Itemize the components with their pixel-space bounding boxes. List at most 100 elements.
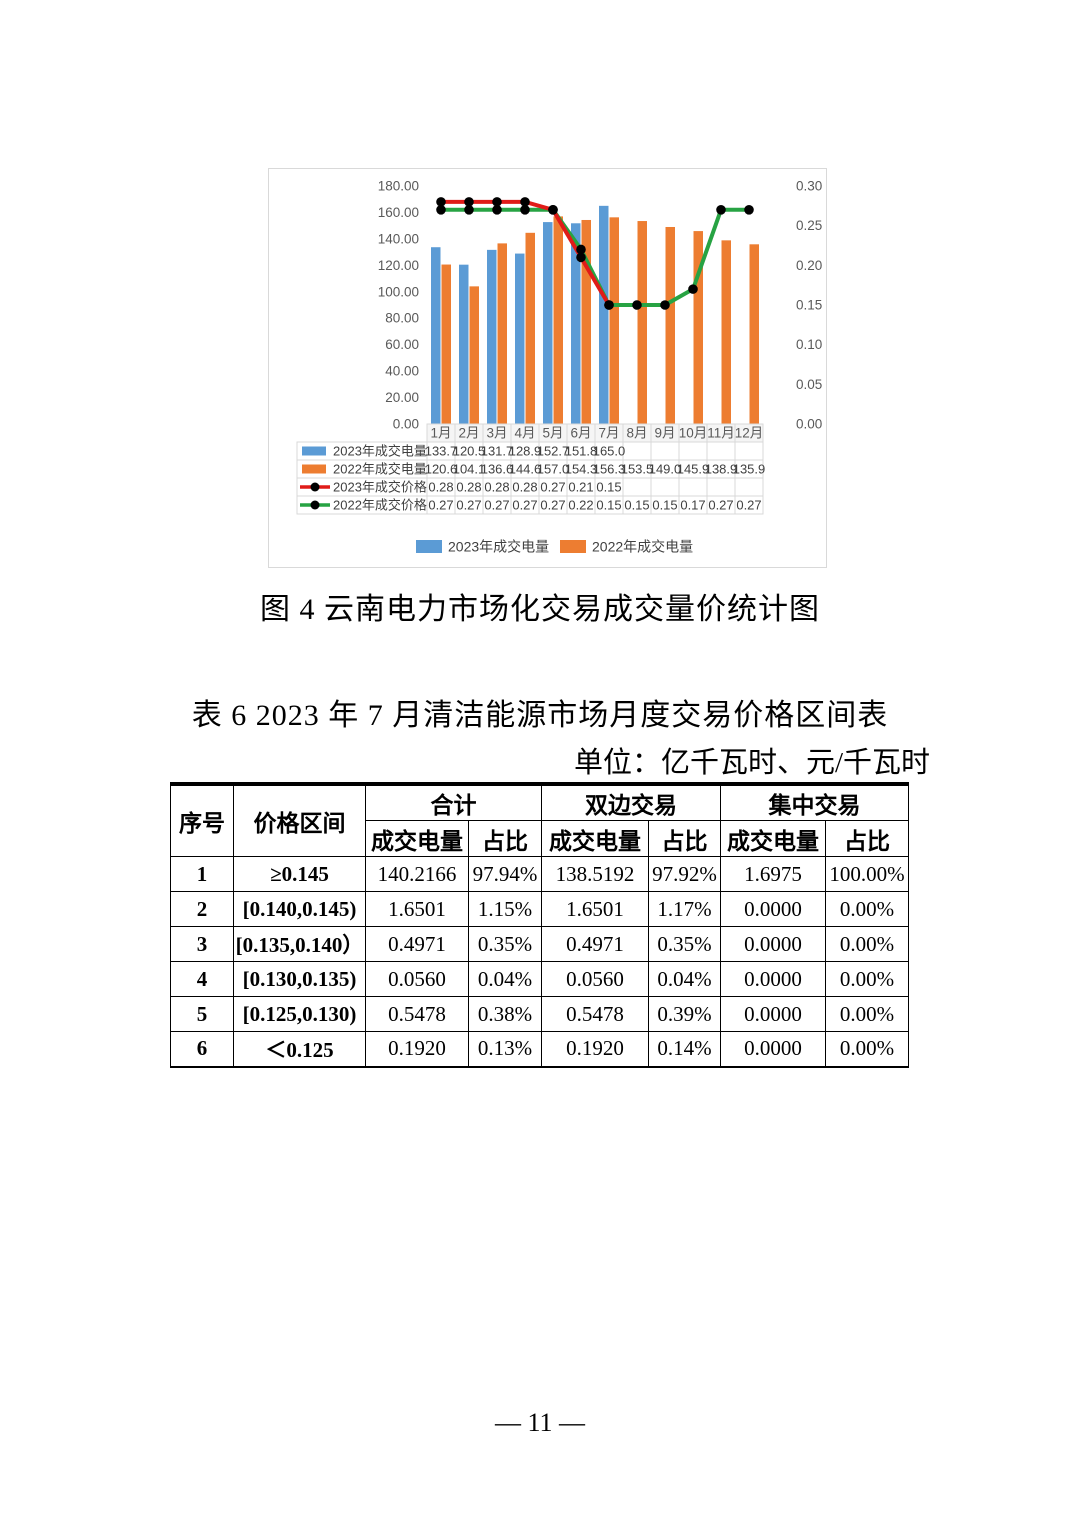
value-cell: 0.13% [468,1031,542,1067]
header-group-bilateral: 双边交易 [541,783,721,821]
svg-text:151.8: 151.8 [565,444,598,459]
svg-text:2022年成交电量: 2022年成交电量 [333,462,427,477]
svg-text:133.7: 133.7 [425,444,458,459]
month-axis: 1月 2月 3月 4月 5月 6月 7月 8月 9月 10月 11月 12月 [426,423,764,443]
header-volume: 成交电量 [541,820,649,857]
svg-text:136.6: 136.6 [481,462,514,477]
svg-text:145.9: 145.9 [677,462,710,477]
svg-text:0.28: 0.28 [512,480,537,495]
svg-text:0.10: 0.10 [796,337,822,352]
value-cell: 1.15% [468,891,542,927]
header-volume: 成交电量 [365,820,469,857]
svg-text:0.27: 0.27 [540,480,565,495]
seq-cell: 1 [170,856,234,892]
figure4-chart-frame: 0.00 20.00 40.00 60.00 80.00 100.00 120.00 140.… [268,168,827,568]
value-cell: 1.6501 [541,891,649,927]
svg-text:2023年成交电量: 2023年成交电量 [448,539,549,555]
value-cell: 0.00% [825,996,909,1032]
svg-text:3月: 3月 [486,426,507,441]
value-cell: 0.0560 [365,961,469,997]
bar-series-2023年成交电量 [431,205,609,424]
svg-text:0.15: 0.15 [796,298,822,313]
left-axis-labels: 0.00 20.00 40.00 60.00 80.00 100.00 120.00 140.… [378,179,419,432]
seq-cell: 3 [170,926,234,962]
svg-text:0.27: 0.27 [736,498,761,513]
svg-text:0.20: 0.20 [796,258,822,273]
value-cell: 0.00% [825,961,909,997]
svg-text:0.27: 0.27 [456,498,481,513]
header-share: 占比 [648,820,721,857]
svg-text:0.22: 0.22 [568,498,593,513]
svg-text:149.0: 149.0 [649,462,682,477]
seq-cell: 6 [170,1031,234,1067]
svg-text:131.7: 131.7 [481,444,514,459]
svg-text:9月: 9月 [654,426,675,441]
svg-text:152.7: 152.7 [537,444,570,459]
svg-text:180.00: 180.00 [378,179,419,194]
svg-text:10月: 10月 [679,426,708,441]
page-number: — 11 — [494,1408,586,1437]
svg-text:5月: 5月 [542,426,563,441]
svg-text:7月: 7月 [598,426,619,441]
svg-text:12月: 12月 [735,426,764,441]
svg-text:0.15: 0.15 [596,498,621,513]
chart-data-table: 2023年成交电量133.7120.5131.7128.9152.7151.81… [296,441,765,515]
value-cell: 0.5478 [541,996,649,1032]
seq-cell: 2 [170,891,234,927]
svg-text:140.00: 140.00 [378,231,419,246]
svg-text:157.0: 157.0 [537,462,570,477]
table6-unit-note: 单位：亿千瓦时、元/千瓦时 [573,747,930,779]
value-cell: 0.00% [825,926,909,962]
svg-text:0.27: 0.27 [540,498,565,513]
svg-text:2023年成交价格: 2023年成交价格 [333,480,427,495]
bar-series-2022年成交电量 [441,216,759,424]
svg-text:0.17: 0.17 [680,498,705,513]
table-row: 6 ＜0.125 0.1920 0.13% 0.1920 0.14% 0.000… [170,1031,909,1067]
right-axis-labels: 0.00 0.05 0.10 0.15 0.20 0.25 0.30 [796,179,822,432]
svg-text:144.6: 144.6 [509,462,542,477]
range-cell: [0.125,0.130) [233,996,366,1032]
range-cell: [0.135,0.140） [233,926,366,962]
svg-text:0.15: 0.15 [652,498,677,513]
value-cell: 0.5478 [365,996,469,1032]
svg-text:2022年成交电量: 2022年成交电量 [592,539,693,555]
range-cell: ≥0.145 [233,856,366,892]
value-cell: 0.38% [468,996,542,1032]
svg-text:60.00: 60.00 [385,337,419,352]
svg-text:6月: 6月 [570,426,591,441]
range-cell: [0.130,0.135) [233,961,366,997]
markers-2022年成交价格 [436,205,754,310]
svg-text:2月: 2月 [458,426,479,441]
table-row: 5 [0.125,0.130) 0.5478 0.38% 0.5478 0.39… [170,996,909,1032]
value-cell: 0.35% [468,926,542,962]
table-row: 2 [0.140,0.145) 1.6501 1.15% 1.6501 1.17… [170,891,909,927]
value-cell: 0.35% [648,926,721,962]
svg-text:0.15: 0.15 [596,480,621,495]
header-share: 占比 [825,820,909,857]
svg-text:0.05: 0.05 [796,377,822,392]
value-cell: 0.00% [825,1031,909,1067]
value-cell: 0.1920 [365,1031,469,1067]
seq-cell: 4 [170,961,234,997]
table-row: 4 [0.130,0.135) 0.0560 0.04% 0.0560 0.04… [170,961,909,997]
value-cell: 0.0000 [720,996,826,1032]
value-cell: 0.00% [825,891,909,927]
svg-text:80.00: 80.00 [385,311,419,326]
svg-text:120.6: 120.6 [425,462,458,477]
header-seq: 序号 [170,783,234,857]
value-cell: 138.5192 [541,856,649,892]
range-cell: [0.140,0.145) [233,891,366,927]
header-share: 占比 [468,820,542,857]
value-cell: 0.39% [648,996,721,1032]
svg-text:165.0: 165.0 [593,444,626,459]
svg-text:0.28: 0.28 [484,480,509,495]
svg-text:156.3: 156.3 [593,462,626,477]
svg-text:120.5: 120.5 [453,444,486,459]
svg-text:0.28: 0.28 [428,480,453,495]
svg-text:4月: 4月 [514,426,535,441]
svg-text:153.5: 153.5 [621,462,654,477]
table6-caption: 表 6 2023 年 7 月清洁能源市场月度交易价格区间表 [191,699,889,732]
svg-text:0.27: 0.27 [428,498,453,513]
svg-text:100.00: 100.00 [378,284,419,299]
